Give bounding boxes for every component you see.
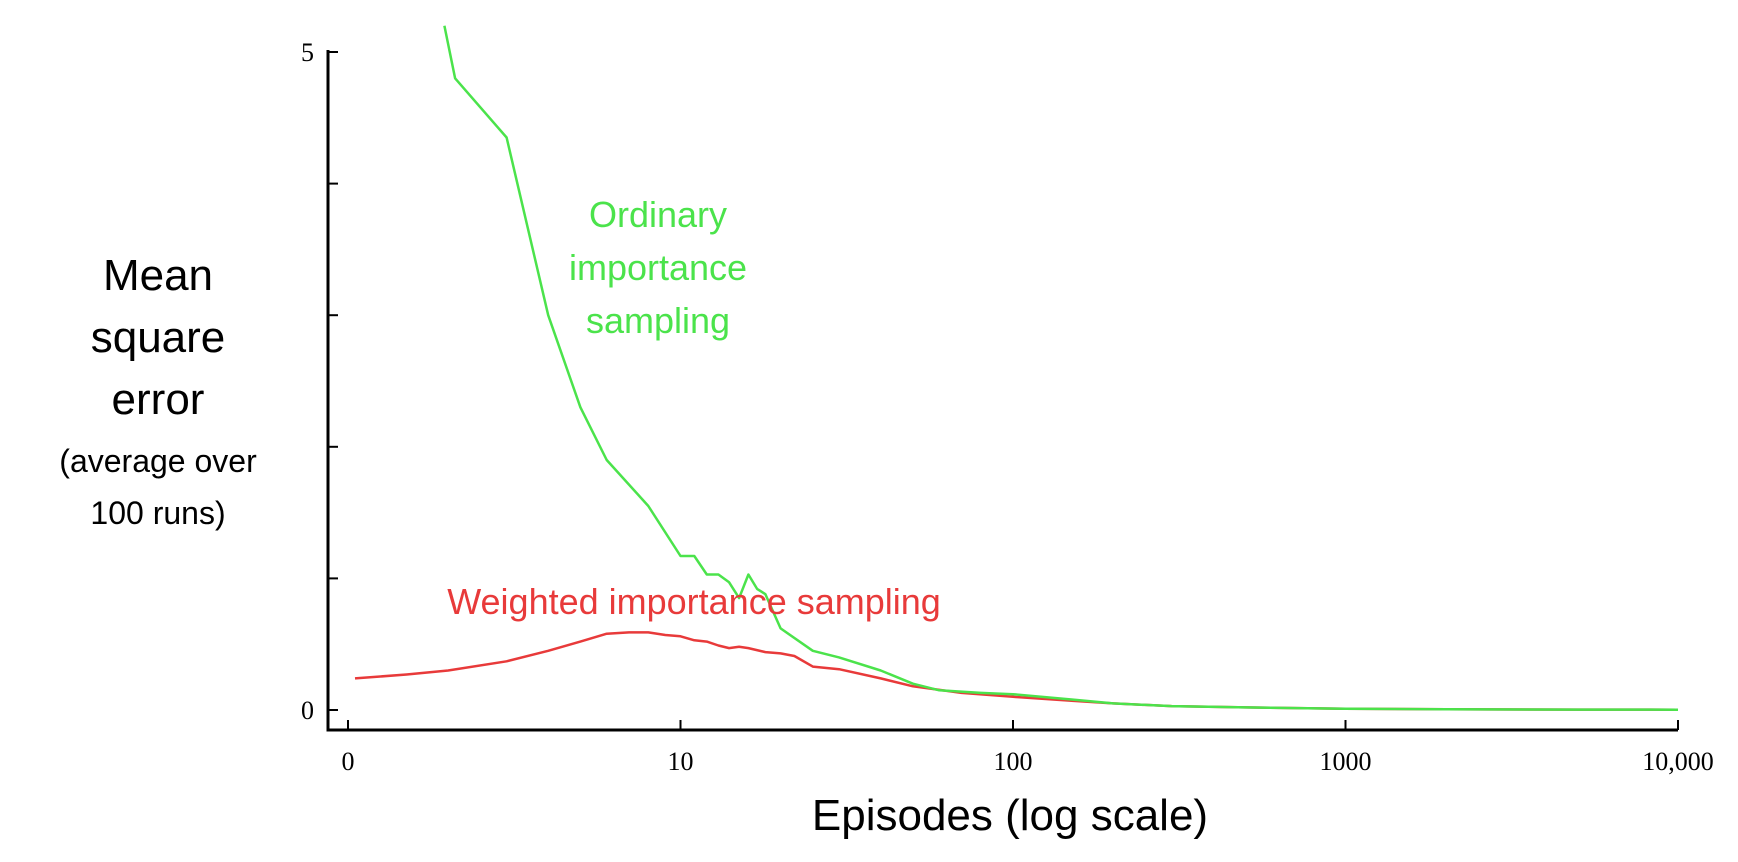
x-axis-label: Episodes (log scale) — [812, 791, 1208, 840]
ordinary-label-line-3: sampling — [586, 300, 730, 341]
x-tick-label: 100 — [994, 747, 1033, 776]
y-axis-label-line-2: square — [91, 313, 226, 362]
y-axis-sublabel-line-2: 100 runs) — [90, 495, 225, 531]
ordinary-label-line-2: importance — [569, 247, 747, 288]
weighted-importance-sampling-line — [354, 631, 1679, 711]
ordinary-label-line-1: Ordinary — [589, 194, 727, 235]
x-tick-label: 1000 — [1320, 747, 1372, 776]
x-tick-label: 10 — [668, 747, 694, 776]
ordinary-importance-sampling-line — [443, 25, 1679, 711]
y-axis-sublabel-line-1: (average over — [59, 443, 257, 479]
y-tick-label: 5 — [301, 38, 314, 67]
axes — [326, 50, 1678, 732]
y-axis-label-line-3: error — [112, 375, 205, 424]
y-axis-label-line-1: Mean — [103, 251, 213, 300]
x-tick-label: 10,000 — [1642, 747, 1714, 776]
y-tick-label: 0 — [301, 696, 314, 725]
weighted-label: Weighted importance sampling — [447, 581, 941, 622]
x-tick-label: 0 — [342, 747, 355, 776]
y-ticks: 05 — [301, 38, 338, 725]
x-ticks: 0 10 100 1000 10,000 — [342, 720, 1714, 776]
series-lines — [354, 25, 1679, 711]
